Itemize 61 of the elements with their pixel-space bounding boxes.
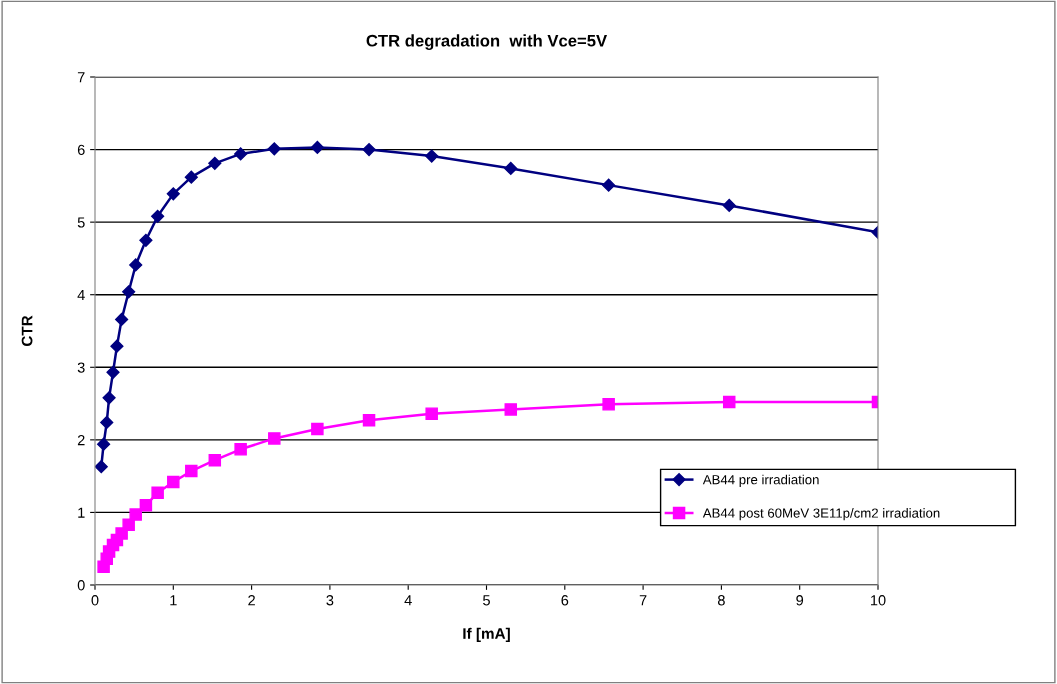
point <box>110 339 124 353</box>
point <box>122 518 135 532</box>
legend-label: AB44 pre irradiation <box>702 474 819 487</box>
point <box>234 443 247 456</box>
y-tick-label: 6 <box>77 144 85 155</box>
point <box>129 508 142 521</box>
x-tick-label: 0 <box>91 595 99 606</box>
point <box>122 285 136 299</box>
point <box>97 437 111 451</box>
y-tick-label: 2 <box>77 434 85 446</box>
chart-title: CTR degradation with Vce=5V <box>366 34 608 50</box>
x-tick-label: 3 <box>326 595 334 606</box>
point <box>208 453 222 467</box>
point <box>106 365 120 379</box>
point <box>184 170 198 184</box>
y-tick-label: 1 <box>78 507 85 518</box>
y-tick-label: 3 <box>77 362 85 373</box>
x-tick-label: 1 <box>170 595 177 606</box>
y-tick-label: 0 <box>77 580 85 591</box>
point <box>504 161 518 176</box>
x-tick-label: 7 <box>639 595 647 606</box>
x-tick-label: 2 <box>248 595 255 606</box>
point <box>129 258 143 272</box>
point <box>102 391 116 405</box>
point <box>139 498 153 512</box>
x-tick-label: 6 <box>561 595 569 606</box>
point <box>425 407 438 420</box>
point <box>95 460 108 474</box>
point <box>311 422 324 436</box>
x-tick-label: 9 <box>796 595 804 606</box>
y-tick-label: 7 <box>77 72 85 83</box>
point <box>722 395 736 409</box>
point <box>362 414 376 427</box>
point <box>167 475 180 489</box>
point <box>268 432 281 445</box>
point <box>267 142 281 156</box>
point <box>602 178 616 192</box>
point <box>362 142 376 157</box>
point <box>139 233 153 247</box>
x-tick-label: 4 <box>404 595 412 606</box>
point <box>166 187 180 201</box>
point <box>310 140 324 154</box>
y-axis-title: CTR <box>21 315 33 347</box>
legend-label: AB44 post 60MeV 3E11p/cm2 irradiation <box>702 508 940 521</box>
x-axis-title: If [mA] <box>463 627 510 642</box>
x-tick-label: 8 <box>717 595 725 606</box>
point <box>100 415 114 430</box>
y-tick-label: 5 <box>77 217 85 228</box>
point <box>234 147 248 161</box>
point <box>151 209 165 223</box>
point <box>151 486 164 500</box>
point <box>208 156 222 170</box>
y-tick-label: 4 <box>77 289 85 300</box>
point <box>722 198 736 213</box>
point <box>602 398 615 411</box>
point <box>504 403 518 416</box>
point <box>425 149 439 163</box>
x-tick-label: 5 <box>483 595 490 606</box>
point <box>185 464 198 478</box>
point <box>115 312 129 326</box>
x-tick-label: 10 <box>871 595 886 606</box>
